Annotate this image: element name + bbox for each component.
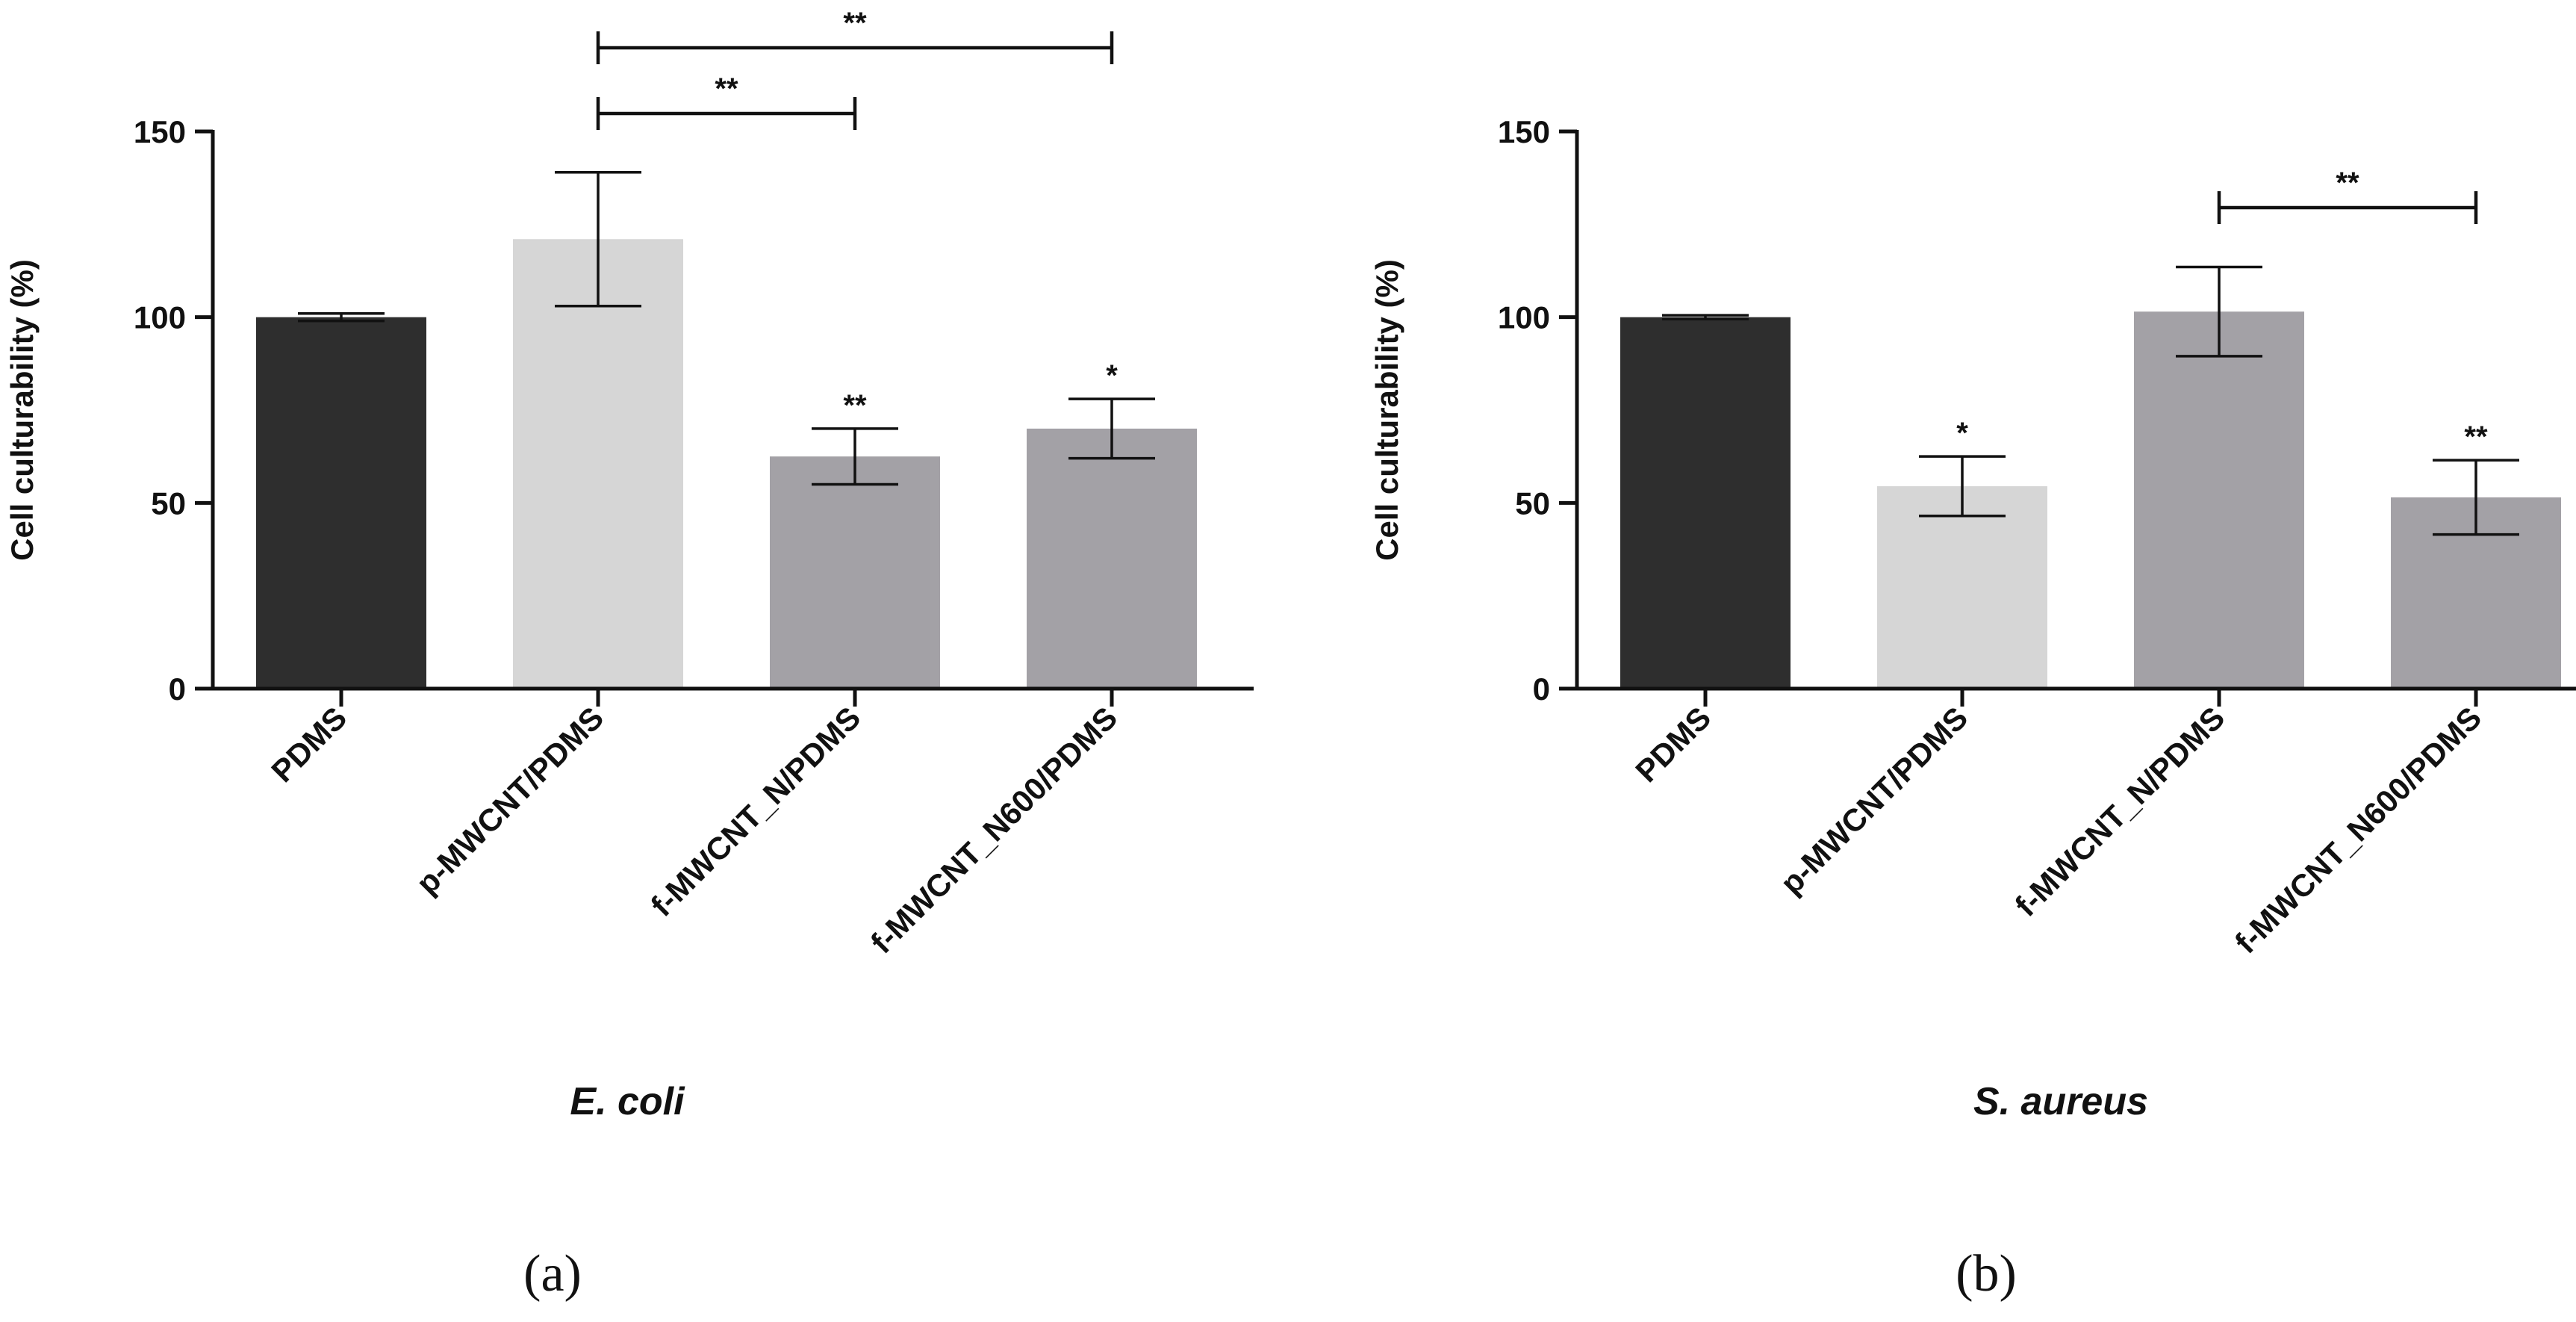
bar-1 <box>513 239 683 689</box>
bar-2 <box>770 456 940 689</box>
error-bar-1 <box>1919 455 2006 518</box>
panel-caption: (a) <box>523 1245 582 1303</box>
bracket-label-1: ** <box>843 7 867 40</box>
x-tick-label-1: p-MWCNT/PDMS <box>409 700 610 901</box>
x-tick-label-2: f-MWCNT_N/PDMS <box>2009 700 2232 923</box>
error-bar-0 <box>1662 314 1749 320</box>
significance-mark-2: ** <box>843 389 867 422</box>
y-tick-label-3: 150 <box>134 114 186 149</box>
x-tick-label-0: PDMS <box>264 700 353 789</box>
comparison-bracket-0 <box>2217 191 2478 224</box>
error-bar-0 <box>298 311 385 323</box>
organism-label: S. aureus <box>1973 1080 2148 1123</box>
significance-mark-1: * <box>1956 417 1968 450</box>
y-tick-label-3: 150 <box>1498 114 1550 149</box>
error-bar-2 <box>2176 265 2262 358</box>
x-tick-label-1: p-MWCNT/PDMS <box>1773 700 1974 901</box>
y-axis-title: Cell culturability (%) <box>1369 259 1404 561</box>
comparison-bracket-1 <box>596 31 1114 64</box>
x-tick-label-0: PDMS <box>1628 700 1717 789</box>
bar-0 <box>1620 317 1791 689</box>
y-tick-label-2: 100 <box>134 300 186 335</box>
bar-3 <box>1027 428 1197 689</box>
error-bar-1 <box>555 170 641 308</box>
bracket-label-0: ** <box>715 72 738 105</box>
error-bar-2 <box>812 427 898 486</box>
y-tick-label-1: 50 <box>151 485 186 521</box>
bar-0 <box>256 317 426 689</box>
y-axis-title: Cell culturability (%) <box>4 259 40 561</box>
x-tick-label-2: f-MWCNT_N/PDMS <box>644 700 868 923</box>
y-tick-label-0: 0 <box>169 671 186 707</box>
error-bar-3 <box>1068 397 1155 460</box>
comparison-bracket-0 <box>596 97 857 130</box>
organism-label: E. coli <box>570 1080 685 1123</box>
error-bar-3 <box>2433 459 2519 536</box>
y-tick-label-2: 100 <box>1498 300 1550 335</box>
significance-mark-3: ** <box>2464 421 2488 453</box>
x-tick-label-3: f-MWCNT_N600/PDMS <box>2228 700 2488 960</box>
x-tick-label-3: f-MWCNT_N600/PDMS <box>864 700 1124 960</box>
bracket-label-0: ** <box>2336 167 2359 199</box>
panel-caption: (b) <box>1956 1245 2017 1303</box>
significance-mark-3: * <box>1106 359 1118 392</box>
bar-1 <box>1877 485 2047 689</box>
bar-2 <box>2134 311 2304 689</box>
y-tick-label-0: 0 <box>1533 671 1550 707</box>
y-tick-label-1: 50 <box>1515 485 1550 521</box>
